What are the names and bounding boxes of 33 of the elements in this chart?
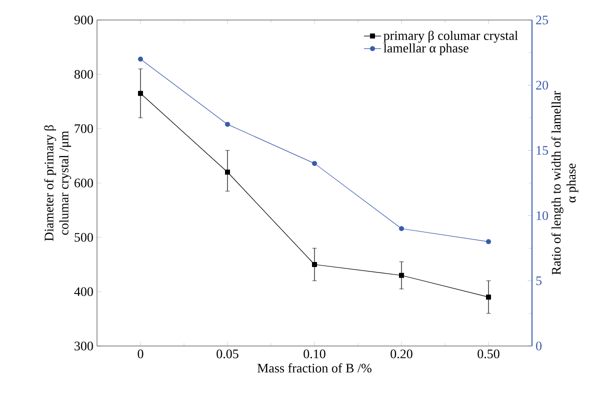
y-tick-label: 900 bbox=[74, 16, 93, 24]
y2-tick-label: 25 bbox=[536, 16, 548, 24]
point bbox=[399, 226, 404, 232]
y-tick-label: 700 bbox=[74, 124, 93, 134]
point bbox=[312, 160, 318, 166]
point bbox=[486, 294, 492, 300]
y-tick-label: 800 bbox=[74, 70, 93, 79]
y-tick-label: 500 bbox=[74, 232, 93, 242]
y2-axis-title: Ratio of length to width of lamellar α phase bbox=[551, 91, 578, 275]
x-tick-label: 0.05 bbox=[216, 350, 238, 358]
y2-tick-label: 20 bbox=[536, 80, 548, 90]
point bbox=[138, 90, 144, 96]
x-tick-label: 0.20 bbox=[390, 350, 412, 358]
legend-label: primary β columar crystal bbox=[384, 30, 518, 43]
y2-tick-label: 0 bbox=[536, 342, 542, 350]
point bbox=[486, 239, 492, 244]
point bbox=[225, 170, 230, 175]
y-tick-label: 400 bbox=[74, 287, 93, 296]
x-tick-label: 0.10 bbox=[304, 350, 326, 358]
y-tick-label: 600 bbox=[74, 178, 93, 188]
legend-label: lamellar α phase bbox=[384, 43, 468, 56]
y2-tick-label: 5 bbox=[536, 276, 542, 286]
x-tick-label: 0.50 bbox=[478, 350, 500, 358]
y-axis-title: Diameter of primary β columar crystal /μm bbox=[44, 125, 72, 241]
y2-tick-label: 15 bbox=[536, 146, 548, 155]
y2-tick-label: 10 bbox=[536, 211, 548, 220]
point bbox=[312, 262, 318, 267]
x-tick-label: 0 bbox=[138, 350, 144, 358]
y-tick-label: 300 bbox=[74, 342, 93, 350]
point bbox=[399, 272, 404, 278]
point bbox=[138, 56, 144, 62]
point bbox=[225, 122, 230, 127]
x-axis-title: Mass fraction of B /% bbox=[257, 363, 372, 373]
